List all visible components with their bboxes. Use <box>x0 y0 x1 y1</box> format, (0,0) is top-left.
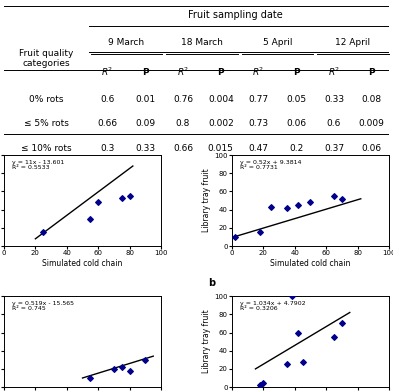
Text: $R^2$: $R^2$ <box>328 66 340 78</box>
Point <box>119 195 125 201</box>
Text: 0.01: 0.01 <box>135 95 155 104</box>
Text: 12 April: 12 April <box>335 38 371 47</box>
Point <box>257 382 263 388</box>
Text: P: P <box>142 68 149 77</box>
Text: Fruit sampling date: Fruit sampling date <box>187 10 283 20</box>
Point <box>127 368 133 374</box>
Point <box>40 229 46 235</box>
Y-axis label: Library tray fruit: Library tray fruit <box>202 169 211 233</box>
Text: 0.06: 0.06 <box>362 144 382 153</box>
Text: 9 March: 9 March <box>108 38 145 47</box>
Text: 0.47: 0.47 <box>248 144 268 153</box>
Point <box>295 202 301 208</box>
Text: 0% rots: 0% rots <box>29 95 64 104</box>
Text: ≤ 10% rots: ≤ 10% rots <box>21 144 72 153</box>
Point <box>331 193 337 199</box>
Y-axis label: Library tray fruit: Library tray fruit <box>202 310 211 373</box>
Point <box>268 204 274 210</box>
Point <box>284 361 290 368</box>
Point <box>95 199 101 206</box>
Text: 0.76: 0.76 <box>173 95 193 104</box>
Text: 0.009: 0.009 <box>359 120 385 129</box>
Point <box>87 216 94 222</box>
Text: 0.8: 0.8 <box>176 120 190 129</box>
Text: $R^2$: $R^2$ <box>101 66 114 78</box>
Text: ≤ 5% rots: ≤ 5% rots <box>24 120 69 129</box>
Point <box>260 379 266 386</box>
Text: b: b <box>208 278 215 288</box>
Text: 0.015: 0.015 <box>208 144 234 153</box>
Point <box>339 320 345 326</box>
Text: 0.2: 0.2 <box>289 144 303 153</box>
Point <box>295 329 301 335</box>
Text: 0.3: 0.3 <box>100 144 115 153</box>
Text: 0.05: 0.05 <box>286 95 306 104</box>
Point <box>339 196 345 202</box>
Text: 0.66: 0.66 <box>173 144 193 153</box>
X-axis label: Simulated cold chain: Simulated cold chain <box>42 259 123 268</box>
X-axis label: Simulated cold chain: Simulated cold chain <box>270 259 351 268</box>
Text: P: P <box>293 68 299 77</box>
Text: 0.002: 0.002 <box>208 120 234 129</box>
Text: y = 0.52x + 9.3814
R² = 0.7731: y = 0.52x + 9.3814 R² = 0.7731 <box>240 160 301 170</box>
Point <box>232 234 238 240</box>
Text: 0.33: 0.33 <box>135 144 155 153</box>
Point <box>307 199 314 206</box>
Point <box>87 375 94 381</box>
Point <box>257 229 263 235</box>
Text: 0.6: 0.6 <box>100 95 115 104</box>
Text: Fruit quality
categories: Fruit quality categories <box>19 49 73 68</box>
Point <box>331 334 337 340</box>
Text: P: P <box>217 68 224 77</box>
Text: P: P <box>368 68 375 77</box>
Text: $R^2$: $R^2$ <box>177 66 189 78</box>
Text: 0.73: 0.73 <box>248 120 268 129</box>
Text: y = 11x - 13.601
R² = 0.5533: y = 11x - 13.601 R² = 0.5533 <box>12 160 64 170</box>
Point <box>119 364 125 370</box>
Point <box>299 359 306 365</box>
Text: 18 March: 18 March <box>181 38 223 47</box>
Text: $R^2$: $R^2$ <box>252 66 264 78</box>
Point <box>142 357 149 363</box>
Point <box>284 205 290 211</box>
Text: 0.004: 0.004 <box>208 95 234 104</box>
Text: 0.6: 0.6 <box>327 120 341 129</box>
Point <box>127 193 133 199</box>
Text: y = 0.519x - 15.565
R² = 0.745: y = 0.519x - 15.565 R² = 0.745 <box>12 301 74 312</box>
Point <box>288 293 295 299</box>
Text: y = 1.034x + 4.7902
R² = 0.3206: y = 1.034x + 4.7902 R² = 0.3206 <box>240 301 305 312</box>
Text: 0.08: 0.08 <box>362 95 382 104</box>
Text: 0.09: 0.09 <box>135 120 155 129</box>
Text: 0.66: 0.66 <box>97 120 118 129</box>
Point <box>111 366 117 372</box>
Text: 0.33: 0.33 <box>324 95 344 104</box>
Text: 0.37: 0.37 <box>324 144 344 153</box>
Text: 0.77: 0.77 <box>248 95 268 104</box>
Text: 5 April: 5 April <box>263 38 292 47</box>
Text: 0.06: 0.06 <box>286 120 306 129</box>
